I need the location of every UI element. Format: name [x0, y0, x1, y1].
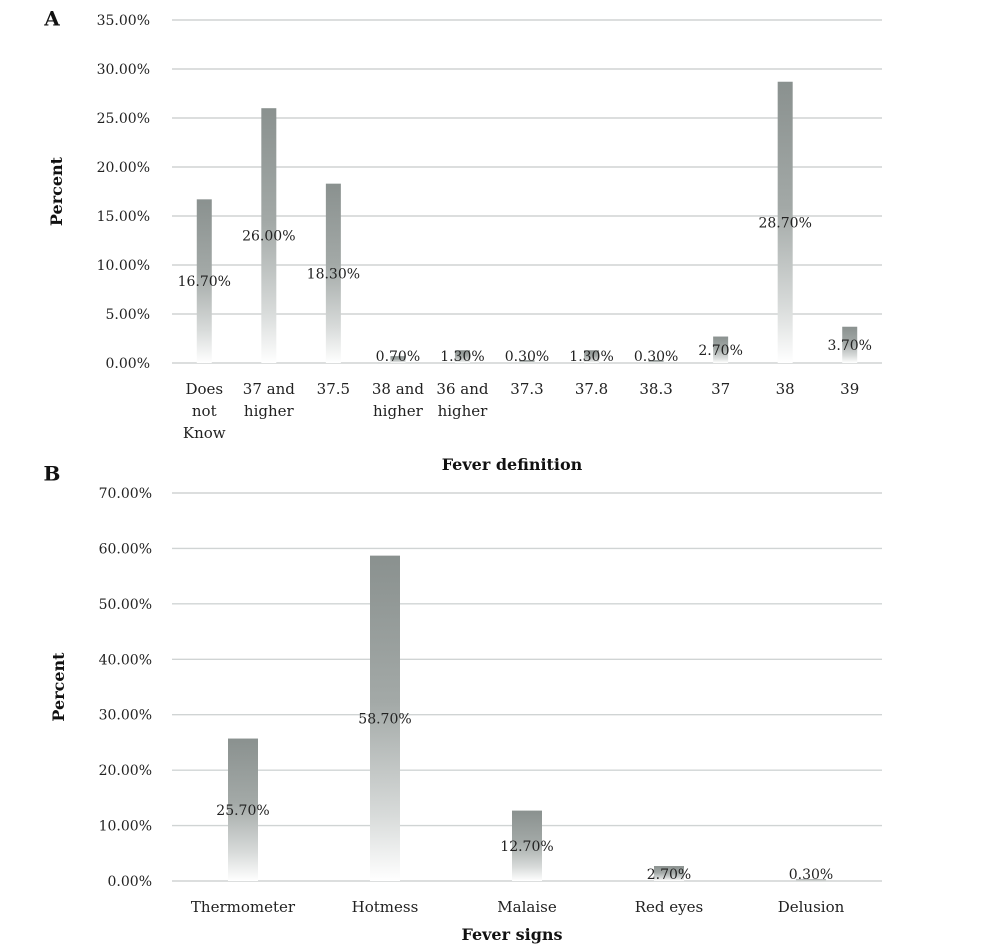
data-label: 25.70% — [216, 803, 269, 819]
y-tick-label: 0.00% — [106, 356, 150, 372]
data-label: 2.70% — [647, 867, 691, 883]
y-tick-label: 10.00% — [99, 819, 152, 835]
y-tick-label: 40.00% — [99, 652, 152, 668]
category-label: Malaise — [497, 898, 557, 916]
data-label: 0.30% — [634, 349, 678, 365]
y-tick-label: 30.00% — [97, 62, 150, 78]
x-axis-title: Fever definition — [442, 455, 583, 474]
panel-letter: A — [43, 7, 60, 31]
category-label: Does not Know — [183, 380, 226, 442]
category-label: 38 and higher — [372, 380, 424, 420]
x-axis-title: Fever signs — [461, 925, 562, 944]
bar — [648, 360, 664, 363]
data-label: 16.70% — [178, 274, 231, 290]
data-label: 1.30% — [440, 349, 484, 365]
category-label: Thermometer — [191, 898, 296, 916]
data-label: 12.70% — [500, 839, 553, 855]
data-label: 58.70% — [358, 711, 411, 727]
category-label: 38 — [776, 380, 795, 398]
y-tick-label: 70.00% — [99, 486, 152, 502]
y-tick-label: 20.00% — [99, 763, 152, 779]
data-label: 2.70% — [698, 343, 742, 359]
data-label: 0.30% — [505, 349, 549, 365]
category-label: 37 — [711, 380, 730, 398]
bar — [777, 81, 793, 364]
data-label: 0.30% — [789, 867, 833, 883]
data-label: 0.70% — [376, 349, 420, 365]
chart-panel-b: B 0.00% 10.00% 20.00% 30.00% 40.00% 50.00% 60.0… — [44, 462, 882, 944]
data-label: 28.70% — [758, 215, 811, 231]
bar — [796, 879, 826, 881]
category-label: 37 and higher — [243, 380, 295, 420]
bar — [370, 555, 400, 881]
bar — [390, 356, 406, 363]
data-label: 3.70% — [827, 338, 871, 354]
category-label: Hotmess — [352, 898, 419, 916]
bar — [512, 810, 542, 881]
bar — [325, 183, 341, 363]
chart-panel-a: A 0.00% 5.00% 10.00% 15.00% 20.00% 25.00% 30.00… — [43, 7, 882, 474]
y-axis-title: Percent — [47, 156, 66, 226]
bar — [713, 336, 729, 363]
category-label: 38.3 — [639, 380, 672, 398]
bar — [261, 108, 277, 363]
category-label: 37.5 — [317, 380, 350, 398]
y-axis-title: Percent — [49, 652, 68, 722]
y-tick-label: 60.00% — [99, 541, 152, 557]
y-tick-label: 0.00% — [108, 874, 152, 890]
data-label: 26.00% — [242, 229, 295, 245]
category-label: 39 — [840, 380, 859, 398]
bar — [842, 326, 858, 363]
y-tick-label: 20.00% — [97, 160, 150, 176]
bar — [196, 199, 212, 363]
y-tick-label: 5.00% — [106, 307, 150, 323]
bar — [654, 866, 684, 881]
bar — [228, 738, 258, 881]
data-label: 18.30% — [307, 266, 360, 282]
category-label: Red eyes — [635, 898, 703, 916]
category-label: Delusion — [778, 898, 845, 916]
category-label: 37.3 — [510, 380, 543, 398]
bar — [454, 350, 470, 363]
y-tick-label: 15.00% — [97, 209, 150, 225]
y-tick-label: 25.00% — [97, 111, 150, 127]
category-label: 36 and higher — [436, 380, 488, 420]
y-tick-label: 50.00% — [99, 597, 152, 613]
y-tick-label: 35.00% — [97, 13, 150, 29]
data-label: 1.30% — [569, 349, 613, 365]
bar — [519, 360, 535, 363]
bar — [584, 350, 600, 363]
category-label: 37.8 — [575, 380, 608, 398]
y-tick-label: 10.00% — [97, 258, 150, 274]
panel-letter: B — [44, 462, 61, 486]
y-tick-label: 30.00% — [99, 708, 152, 724]
